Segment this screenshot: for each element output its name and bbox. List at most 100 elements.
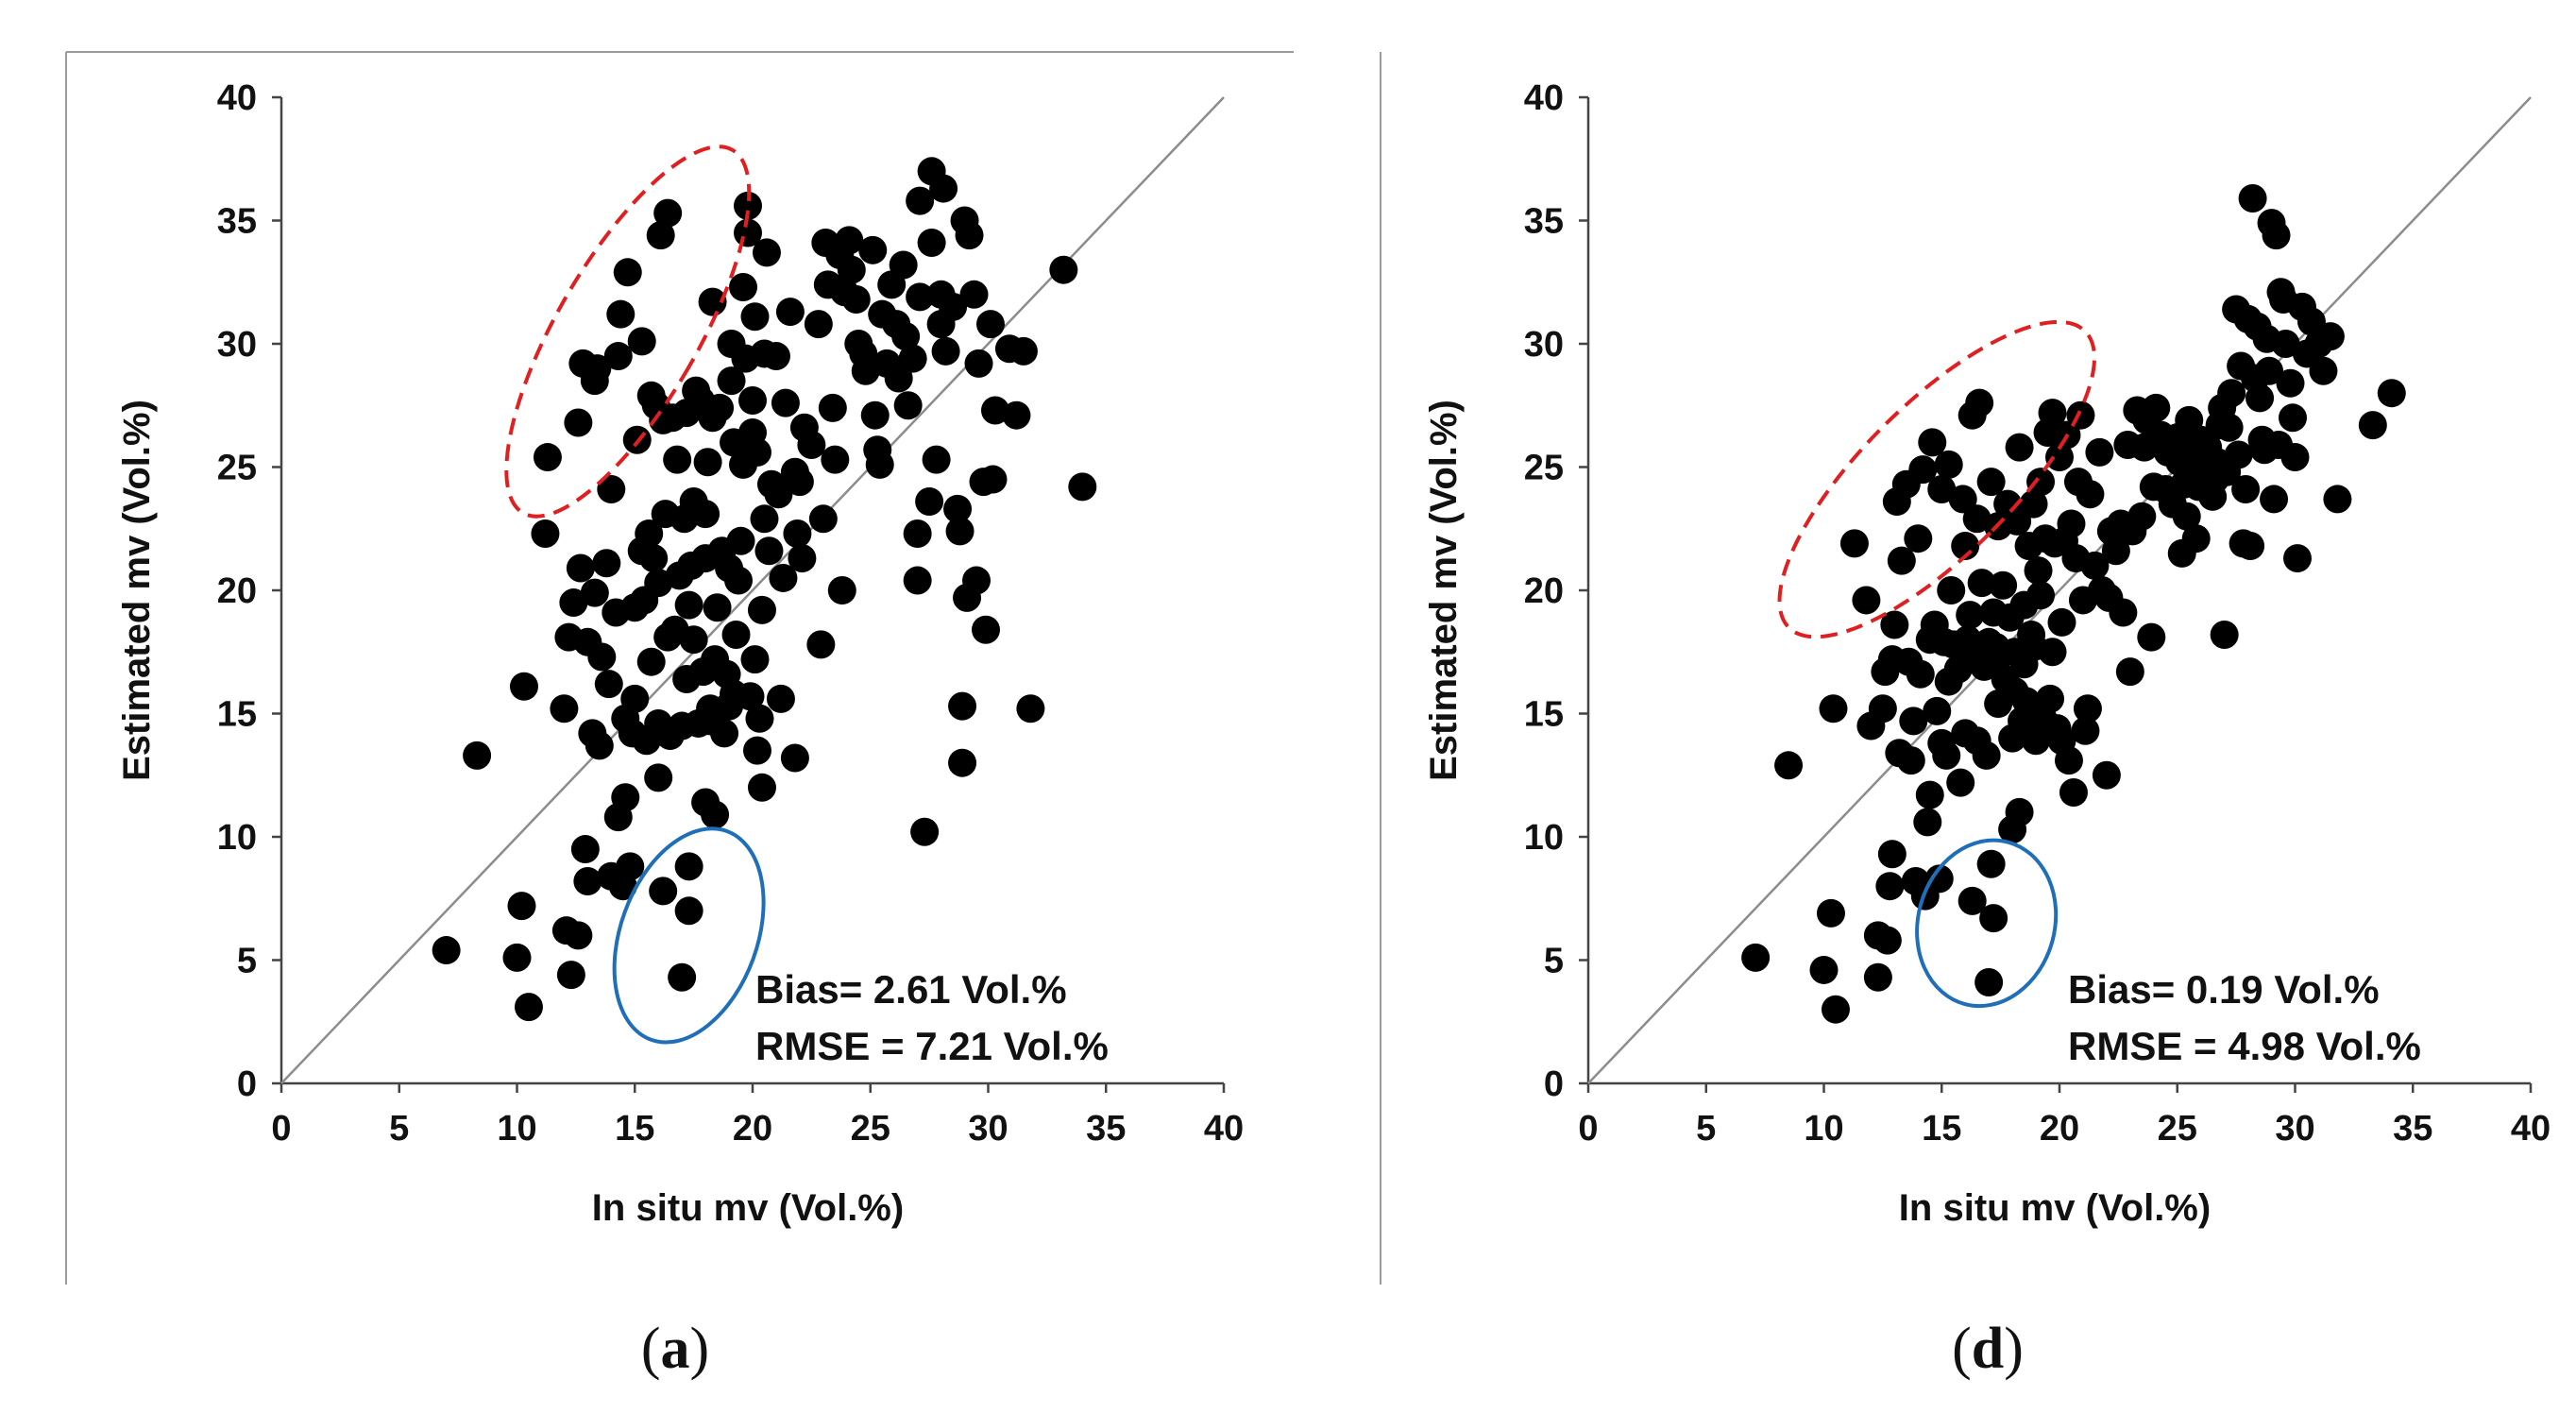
- data-point: [1880, 610, 1909, 639]
- data-point: [1946, 768, 1975, 797]
- data-point: [740, 302, 770, 332]
- y-tick-label: 15: [1524, 695, 1564, 735]
- data-point: [903, 519, 932, 548]
- data-point: [2073, 694, 2102, 724]
- data-point: [2217, 379, 2246, 408]
- data-point: [771, 388, 800, 417]
- data-point: [1908, 455, 1938, 485]
- panel-caption: (d): [1952, 1317, 2024, 1381]
- data-point: [705, 393, 735, 422]
- data-point: [2358, 411, 2387, 440]
- data-point: [2005, 797, 2034, 826]
- x-tick-label: 40: [1204, 1109, 1244, 1149]
- data-point: [698, 287, 727, 316]
- data-point: [1002, 400, 1031, 430]
- data-point: [668, 962, 697, 992]
- data-point: [1923, 696, 1952, 725]
- data-point: [906, 282, 935, 312]
- data-point: [1965, 388, 1994, 417]
- data-point: [463, 741, 492, 770]
- x-tick-label: 25: [851, 1109, 890, 1149]
- underestimation-ellipse: [612, 826, 766, 1045]
- data-point: [2026, 581, 2056, 610]
- data-point: [663, 445, 692, 474]
- data-point: [693, 448, 722, 477]
- data-point: [1915, 780, 1944, 809]
- data-point: [2255, 356, 2284, 385]
- caption-close-paren: ): [2004, 1317, 2024, 1381]
- overestimation-ellipse: [1777, 319, 2096, 639]
- data-point: [738, 386, 767, 416]
- bias-annotation: Bias= 0.19 Vol.%: [2068, 967, 2380, 1012]
- data-point: [726, 526, 755, 555]
- data-point: [788, 544, 817, 573]
- data-point: [2026, 468, 2056, 497]
- panel-a: 0 5 10 15 20 25 30 35 40 0 5 10 15 20 25 30 35 40 In situ …: [116, 78, 1244, 1381]
- data-point: [2045, 443, 2074, 472]
- data-point: [1873, 926, 1902, 955]
- data-point: [592, 549, 621, 578]
- y-tick-label: 35: [217, 202, 257, 242]
- data-point: [742, 437, 771, 467]
- data-point: [1979, 904, 2008, 933]
- data-point: [2057, 509, 2086, 538]
- data-point: [860, 400, 890, 430]
- data-point: [587, 642, 617, 672]
- data-point: [736, 682, 765, 711]
- caption-open-paren: (: [641, 1317, 661, 1381]
- x-tick-label: 10: [1804, 1109, 1843, 1149]
- data-point: [2047, 607, 2076, 637]
- data-point: [2214, 413, 2244, 442]
- data-point: [1839, 529, 1869, 558]
- data-point: [1972, 741, 2001, 770]
- data-point: [2054, 746, 2083, 775]
- data-point: [1899, 706, 1928, 736]
- data-point: [1934, 450, 1963, 479]
- y-tick-label: 5: [237, 942, 257, 981]
- data-point: [721, 620, 751, 649]
- y-tick-label: 20: [1524, 571, 1564, 611]
- data-point: [972, 615, 1001, 644]
- data-point: [734, 191, 763, 220]
- data-point: [1875, 872, 1905, 901]
- data-point: [808, 504, 838, 534]
- data-point: [2036, 684, 2065, 713]
- data-point: [1956, 601, 1985, 630]
- data-point: [764, 480, 793, 509]
- data-point: [1008, 336, 1038, 366]
- data-point: [724, 566, 754, 595]
- data-point: [1924, 864, 1954, 894]
- y-tick-label: 10: [217, 818, 257, 858]
- y-tick-label: 20: [217, 571, 257, 611]
- data-point: [943, 494, 973, 523]
- data-point: [585, 731, 614, 760]
- y-tick-label: 25: [1524, 449, 1564, 488]
- y-tick-label: 40: [217, 78, 257, 118]
- rmse-annotation: RMSE = 4.98 Vol.%: [2068, 1024, 2421, 1068]
- rmse-annotation: RMSE = 7.21 Vol.%: [755, 1024, 1109, 1068]
- data-point: [717, 366, 746, 396]
- data-point: [964, 349, 993, 378]
- data-point: [2115, 657, 2144, 687]
- data-point: [2282, 544, 2312, 573]
- data-point: [1948, 485, 1977, 514]
- data-point: [620, 684, 650, 713]
- x-tick-label: 20: [2040, 1109, 2079, 1149]
- data-point: [2085, 437, 2114, 467]
- data-point: [2080, 551, 2110, 580]
- data-point: [1927, 474, 1957, 503]
- data-point: [507, 892, 536, 921]
- data-point: [2224, 440, 2253, 469]
- data-point: [502, 943, 532, 972]
- data-point: [594, 670, 623, 699]
- data-point: [865, 450, 894, 479]
- x-tick-label: 15: [1922, 1109, 1961, 1149]
- x-tick-label: 30: [968, 1109, 1008, 1149]
- data-point: [797, 431, 826, 460]
- data-point: [1989, 570, 2018, 600]
- data-point: [962, 566, 991, 595]
- caption-letter: a: [661, 1317, 690, 1381]
- data-point: [769, 563, 798, 592]
- y-tick-label: 0: [237, 1064, 257, 1104]
- data-point: [1852, 586, 1881, 615]
